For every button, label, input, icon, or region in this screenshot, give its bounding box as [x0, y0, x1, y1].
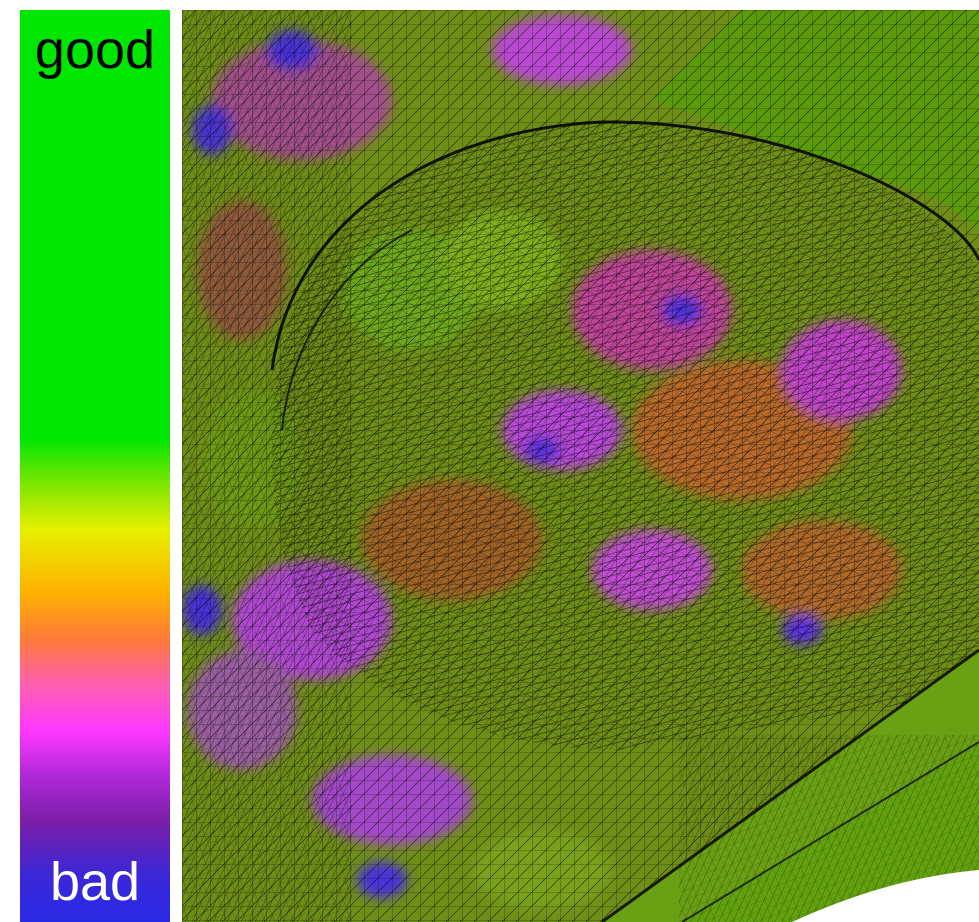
legend-label-bad: bad [49, 852, 141, 912]
mesh-quality-render [182, 10, 979, 922]
quality-legend: good bad [20, 10, 170, 922]
mesh-surface-image [182, 10, 979, 922]
quality-color-scale [20, 10, 170, 922]
legend-label-good: good [34, 20, 156, 80]
